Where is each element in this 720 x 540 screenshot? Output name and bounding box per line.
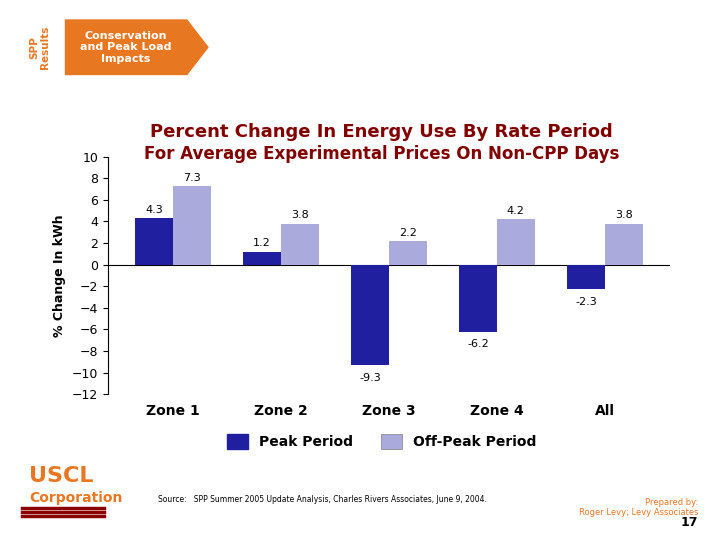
Text: USCL: USCL: [29, 466, 94, 486]
Text: 4.3: 4.3: [145, 205, 163, 215]
Text: Source:   SPP Summer 2005 Update Analysis, Charles Rivers Associates, June 9, 20: Source: SPP Summer 2005 Update Analysis,…: [158, 495, 487, 504]
Text: Conservation
and Peak Load
Impacts: Conservation and Peak Load Impacts: [79, 31, 171, 64]
Bar: [605, 224, 643, 265]
Text: For Average Experimental Prices On Non-CPP Days: For Average Experimental Prices On Non-C…: [144, 145, 619, 163]
Bar: [459, 265, 497, 332]
Text: Prepared by:
Roger Levy; Levy Associates: Prepared by: Roger Levy; Levy Associates: [579, 498, 698, 517]
Y-axis label: % Change In kWh: % Change In kWh: [53, 214, 66, 337]
Text: SPP
Results: SPP Results: [29, 25, 50, 69]
Text: 3.8: 3.8: [291, 210, 309, 220]
Bar: [135, 218, 173, 265]
Bar: [173, 186, 211, 265]
Legend: Peak Period, Off-Peak Period: Peak Period, Off-Peak Period: [222, 429, 541, 455]
Bar: [351, 265, 389, 365]
Text: 4.2: 4.2: [507, 206, 525, 216]
Text: 17: 17: [681, 516, 698, 529]
Text: RESIDENTIAL: RESIDENTIAL: [518, 37, 641, 55]
Bar: [389, 241, 427, 265]
Text: -9.3: -9.3: [359, 373, 381, 383]
Text: 2.2: 2.2: [399, 227, 417, 238]
Text: -2.3: -2.3: [575, 297, 597, 307]
Text: 7.3: 7.3: [183, 172, 201, 183]
Text: Percent Change In Energy Use By Rate Period: Percent Change In Energy Use By Rate Per…: [150, 123, 613, 141]
Text: Corporation: Corporation: [29, 491, 122, 505]
Text: 1.2: 1.2: [253, 238, 271, 248]
Bar: [567, 265, 605, 289]
Bar: [281, 224, 319, 265]
Text: -6.2: -6.2: [467, 339, 489, 349]
Polygon shape: [65, 19, 209, 75]
Text: 3.8: 3.8: [615, 210, 633, 220]
Bar: [497, 219, 535, 265]
Bar: [243, 252, 281, 265]
